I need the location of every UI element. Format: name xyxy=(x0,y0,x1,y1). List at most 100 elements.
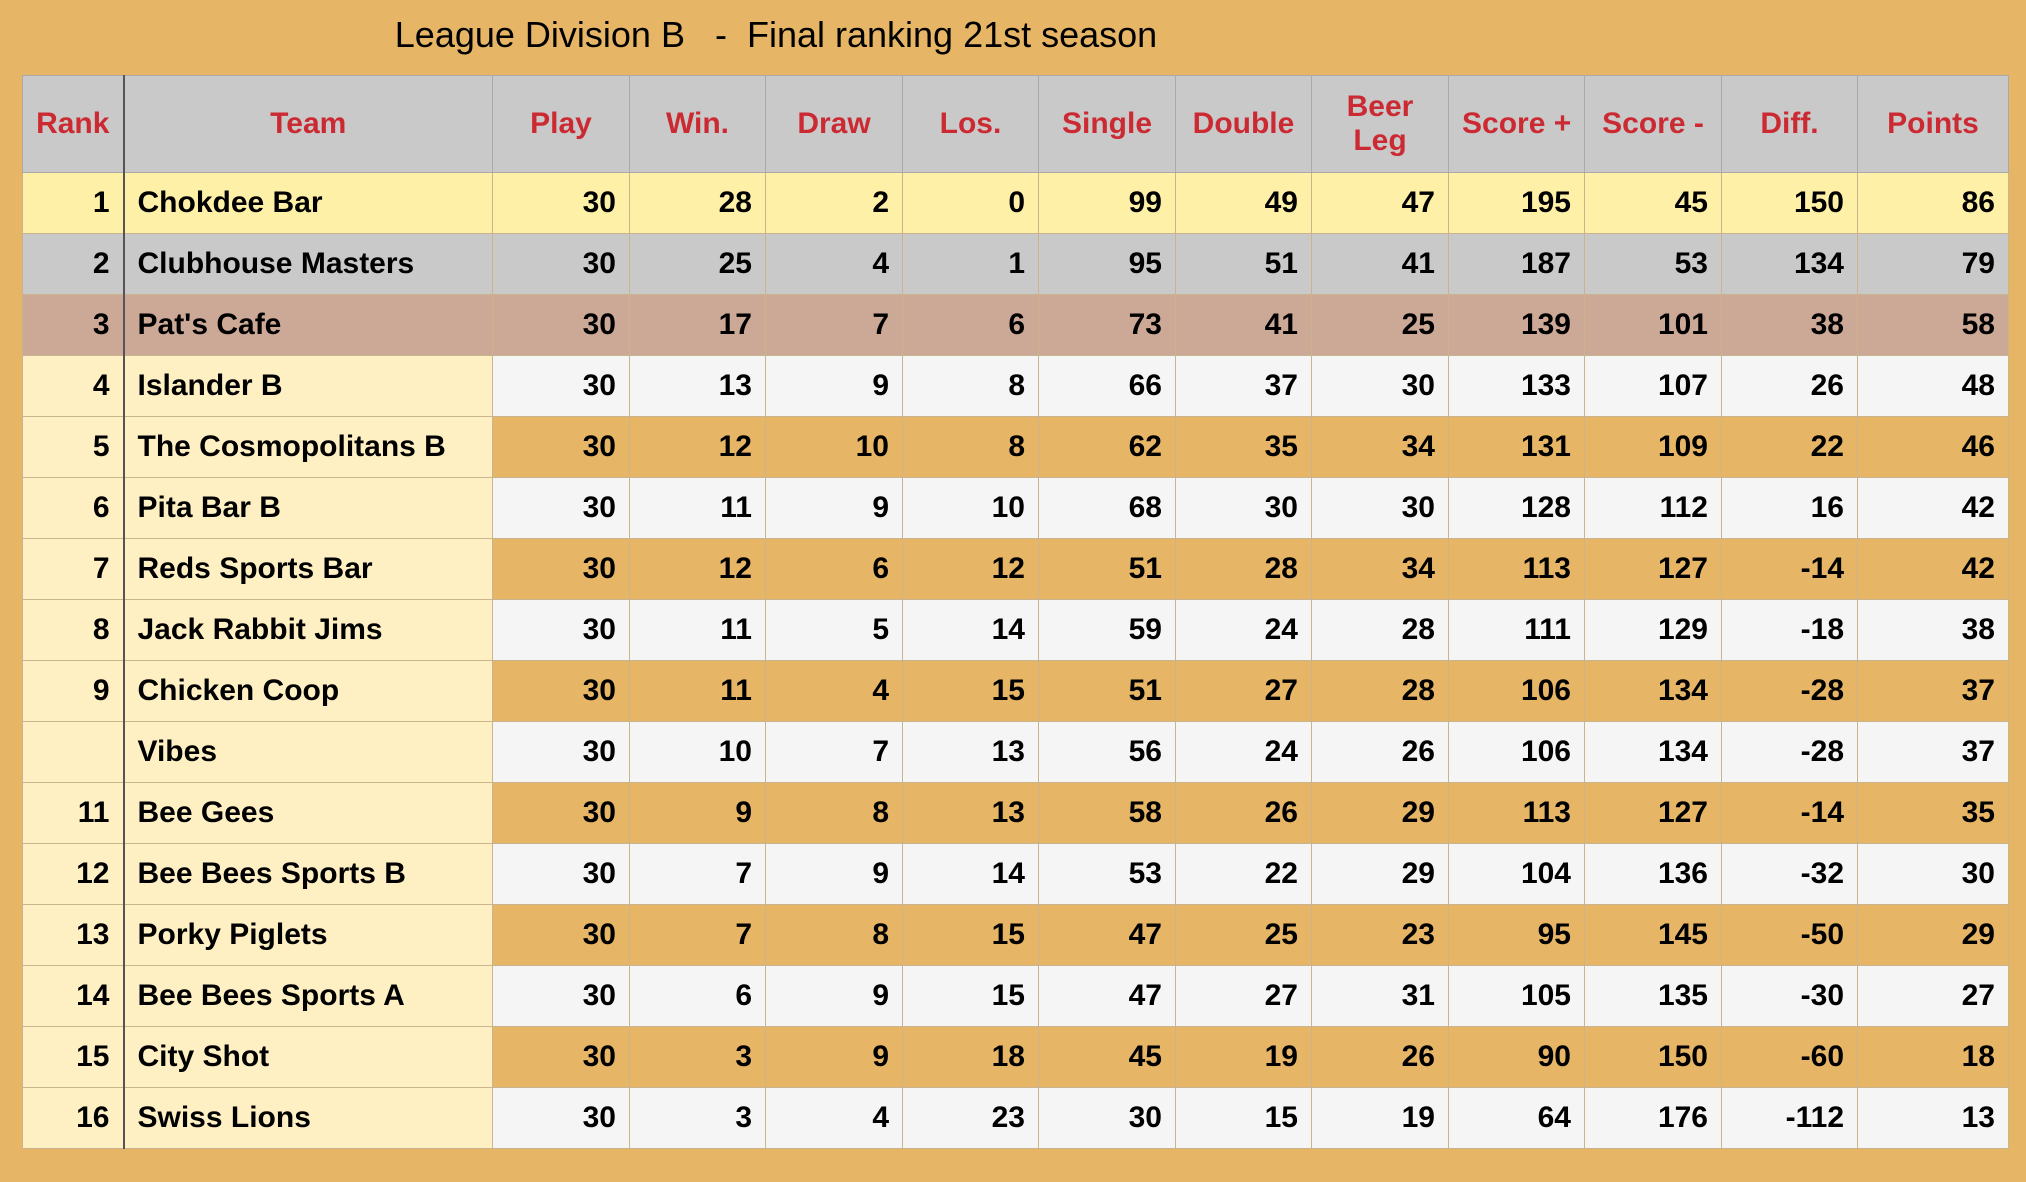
draw-cell: 9 xyxy=(765,965,903,1027)
los-cell: 6 xyxy=(902,294,1039,356)
draw-cell: 10 xyxy=(765,416,903,478)
score-minus-cell: 127 xyxy=(1584,782,1722,844)
ranking-table: Rank Team Play Win. Draw Los. Single Dou… xyxy=(22,75,2009,1149)
los-cell: 10 xyxy=(902,477,1039,539)
win-cell: 11 xyxy=(629,477,766,539)
single-cell: 51 xyxy=(1038,660,1176,722)
points-cell: 42 xyxy=(1857,477,2009,539)
score-plus-cell: 128 xyxy=(1448,477,1585,539)
win-cell: 25 xyxy=(629,233,766,295)
diff-cell: -112 xyxy=(1721,1087,1858,1149)
rank-cell: 12 xyxy=(22,843,125,905)
diff-cell: 22 xyxy=(1721,416,1858,478)
double-cell: 24 xyxy=(1175,721,1312,783)
table-row: 1 Chokdee Bar 30 28 2 0 99 49 47 195 45 150 86 xyxy=(22,172,2009,234)
points-cell: 27 xyxy=(1857,965,2009,1027)
single-cell: 56 xyxy=(1038,721,1176,783)
diff-cell: 38 xyxy=(1721,294,1858,356)
win-cell: 13 xyxy=(629,355,766,417)
team-name: Islander B xyxy=(123,355,493,417)
points-cell: 79 xyxy=(1857,233,2009,295)
double-cell: 25 xyxy=(1175,904,1312,966)
score-plus-cell: 111 xyxy=(1448,599,1585,661)
play-cell: 30 xyxy=(492,660,630,722)
los-cell: 14 xyxy=(902,599,1039,661)
points-cell: 48 xyxy=(1857,355,2009,417)
single-cell: 73 xyxy=(1038,294,1176,356)
double-cell: 37 xyxy=(1175,355,1312,417)
col-header-play: Play xyxy=(492,75,630,173)
score-plus-cell: 105 xyxy=(1448,965,1585,1027)
table-row: 2 Clubhouse Masters 30 25 4 1 95 51 41 187 53 134 79 xyxy=(22,233,2009,295)
beer-leg-cell: 47 xyxy=(1311,172,1449,234)
double-cell: 26 xyxy=(1175,782,1312,844)
col-header-los: Los. xyxy=(902,75,1039,173)
diff-cell: -30 xyxy=(1721,965,1858,1027)
rank-cell: 5 xyxy=(22,416,125,478)
score-plus-cell: 106 xyxy=(1448,721,1585,783)
score-plus-cell: 113 xyxy=(1448,538,1585,600)
single-cell: 51 xyxy=(1038,538,1176,600)
double-cell: 24 xyxy=(1175,599,1312,661)
win-cell: 9 xyxy=(629,782,766,844)
diff-cell: -32 xyxy=(1721,843,1858,905)
diff-cell: 16 xyxy=(1721,477,1858,539)
play-cell: 30 xyxy=(492,904,630,966)
play-cell: 30 xyxy=(492,172,630,234)
draw-cell: 4 xyxy=(765,660,903,722)
team-name: Pita Bar B xyxy=(123,477,493,539)
score-plus-cell: 113 xyxy=(1448,782,1585,844)
col-header-team: Team xyxy=(123,75,493,173)
col-header-beer-leg: Beer Leg xyxy=(1311,75,1449,173)
single-cell: 47 xyxy=(1038,904,1176,966)
points-cell: 46 xyxy=(1857,416,2009,478)
table-row: 7 Reds Sports Bar 30 12 6 12 51 28 34 113 127 -14 42 xyxy=(22,538,2009,600)
los-cell: 13 xyxy=(902,782,1039,844)
diff-cell: -50 xyxy=(1721,904,1858,966)
single-cell: 62 xyxy=(1038,416,1176,478)
page-title: League Division B - Final ranking 21st s… xyxy=(394,14,1158,55)
table-row: 6 Pita Bar B 30 11 9 10 68 30 30 128 112 16 42 xyxy=(22,477,2009,539)
rank-cell xyxy=(22,721,125,783)
score-minus-cell: 136 xyxy=(1584,843,1722,905)
table-row: 8 Jack Rabbit Jims 30 11 5 14 59 24 28 111 129 -18 3… xyxy=(22,599,2009,661)
los-cell: 15 xyxy=(902,965,1039,1027)
rank-cell: 2 xyxy=(22,233,125,295)
beer-leg-cell: 30 xyxy=(1311,477,1449,539)
double-cell: 27 xyxy=(1175,965,1312,1027)
score-minus-cell: 129 xyxy=(1584,599,1722,661)
play-cell: 30 xyxy=(492,294,630,356)
team-name: Bee Gees xyxy=(123,782,493,844)
rank-cell: 11 xyxy=(22,782,125,844)
win-cell: 10 xyxy=(629,721,766,783)
table-row: Vibes 30 10 7 13 56 24 26 106 134 -28 37 xyxy=(22,721,2009,783)
beer-leg-cell: 29 xyxy=(1311,843,1449,905)
col-header-score-plus: Score + xyxy=(1448,75,1585,173)
rank-cell: 15 xyxy=(22,1026,125,1088)
los-cell: 12 xyxy=(902,538,1039,600)
score-plus-cell: 195 xyxy=(1448,172,1585,234)
rank-cell: 3 xyxy=(22,294,125,356)
score-minus-cell: 127 xyxy=(1584,538,1722,600)
win-cell: 3 xyxy=(629,1026,766,1088)
table-row: 5 The Cosmopolitans B 30 12 10 8 62 35 34 131 109 2… xyxy=(22,416,2009,478)
diff-cell: -14 xyxy=(1721,538,1858,600)
col-header-single: Single xyxy=(1038,75,1176,173)
play-cell: 30 xyxy=(492,1026,630,1088)
diff-cell: 150 xyxy=(1721,172,1858,234)
double-cell: 30 xyxy=(1175,477,1312,539)
team-name: Reds Sports Bar xyxy=(123,538,493,600)
double-cell: 22 xyxy=(1175,843,1312,905)
double-cell: 19 xyxy=(1175,1026,1312,1088)
double-cell: 51 xyxy=(1175,233,1312,295)
win-cell: 3 xyxy=(629,1087,766,1149)
score-minus-cell: 53 xyxy=(1584,233,1722,295)
win-cell: 11 xyxy=(629,660,766,722)
points-cell: 37 xyxy=(1857,660,2009,722)
draw-cell: 5 xyxy=(765,599,903,661)
score-minus-cell: 134 xyxy=(1584,660,1722,722)
rank-cell: 8 xyxy=(22,599,125,661)
draw-cell: 4 xyxy=(765,1087,903,1149)
single-cell: 68 xyxy=(1038,477,1176,539)
beer-leg-cell: 26 xyxy=(1311,1026,1449,1088)
